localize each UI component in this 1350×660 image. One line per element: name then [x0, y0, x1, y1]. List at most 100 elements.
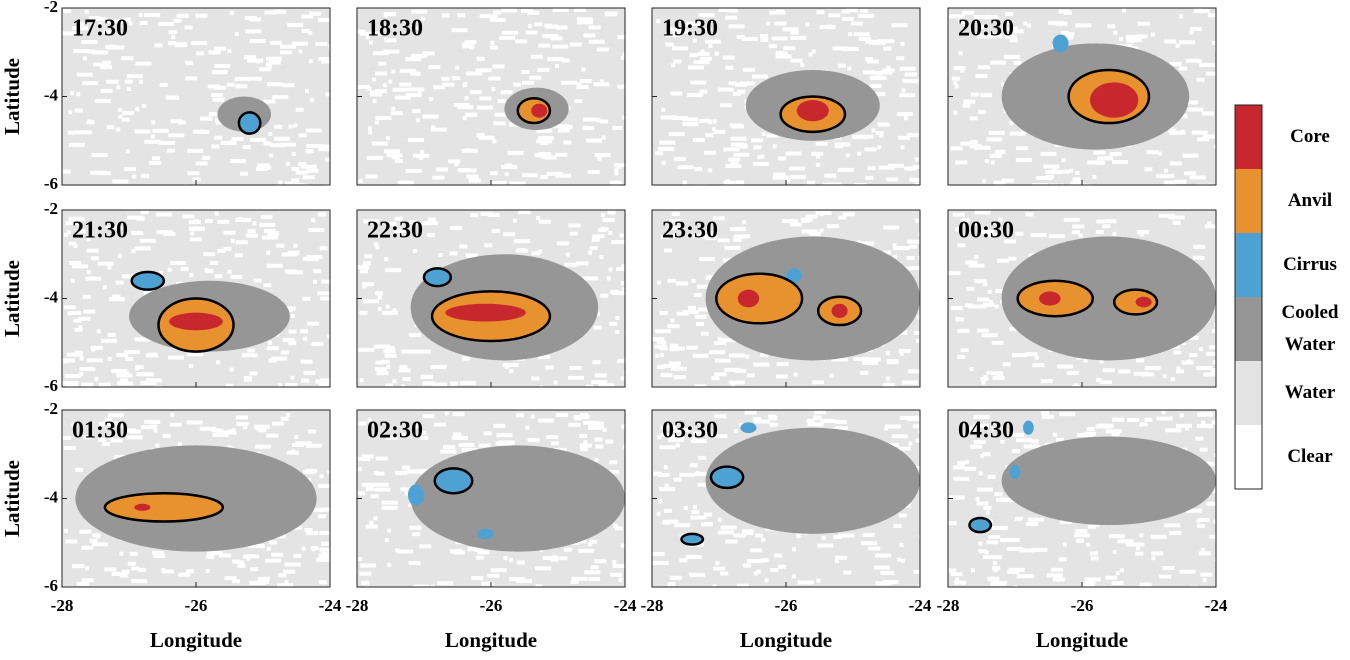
- clear-patch: [63, 358, 76, 363]
- clear-patch: [834, 559, 839, 564]
- clear-patch: [672, 46, 689, 51]
- clear-patch: [214, 135, 223, 140]
- clear-patch: [117, 107, 122, 112]
- clear-patch: [908, 441, 913, 446]
- clear-patch: [777, 564, 786, 569]
- clear-patch: [185, 76, 198, 81]
- clear-patch: [663, 465, 668, 470]
- clear-patch: [612, 563, 625, 568]
- clear-patch: [796, 534, 801, 539]
- clear-patch: [705, 133, 714, 138]
- clear-patch: [304, 89, 309, 94]
- clear-patch: [696, 321, 705, 326]
- clear-patch: [901, 88, 906, 93]
- clear-patch: [502, 30, 519, 35]
- clear-patch: [182, 214, 195, 219]
- clear-patch: [673, 59, 682, 64]
- clear-patch: [815, 211, 832, 216]
- clear-patch: [440, 449, 457, 454]
- clear-patch: [168, 133, 185, 138]
- clear-patch: [948, 521, 957, 526]
- clear-patch: [676, 311, 689, 316]
- clear-patch: [452, 76, 461, 81]
- clear-patch: [733, 533, 746, 538]
- clear-patch: [392, 87, 409, 92]
- clear-patch: [1171, 345, 1180, 350]
- clear-patch: [149, 352, 158, 357]
- clear-patch: [1025, 352, 1038, 357]
- clear-patch: [687, 65, 704, 70]
- clear-patch: [970, 92, 979, 97]
- clear-patch: [885, 424, 902, 429]
- clear-patch: [652, 552, 665, 557]
- clear-patch: [229, 367, 234, 372]
- clear-patch: [167, 41, 176, 46]
- clear-patch: [295, 107, 304, 112]
- clear-patch: [385, 383, 394, 387]
- clear-patch: [837, 167, 854, 172]
- clear-patch: [841, 9, 850, 14]
- clear-patch: [659, 346, 668, 351]
- clear-patch: [229, 10, 234, 15]
- clear-patch: [318, 382, 330, 387]
- clear-patch: [739, 81, 756, 86]
- clear-patch: [744, 410, 757, 415]
- clear-patch: [170, 412, 175, 417]
- clear-patch: [977, 65, 990, 70]
- clear-patch: [659, 353, 664, 358]
- clear-patch: [587, 170, 600, 175]
- clear-patch: [582, 276, 599, 281]
- clear-patch: [1083, 358, 1088, 363]
- clear-patch: [874, 565, 891, 570]
- clear-patch: [284, 269, 297, 274]
- clear-patch: [311, 341, 324, 346]
- clear-patch: [877, 145, 882, 150]
- clear-patch: [401, 384, 406, 387]
- clear-patch: [974, 210, 991, 215]
- clear-patch: [679, 472, 696, 477]
- clear-patch: [487, 212, 500, 217]
- clear-patch: [122, 274, 135, 279]
- cloud-region: [130, 270, 166, 291]
- clear-patch: [214, 85, 227, 90]
- clear-patch: [503, 232, 516, 237]
- clear-patch: [550, 557, 559, 562]
- clear-patch: [65, 383, 78, 387]
- clear-patch: [825, 182, 842, 185]
- clear-patch: [685, 555, 702, 560]
- clear-patch: [167, 355, 184, 360]
- clear-patch: [845, 153, 850, 158]
- clear-patch: [555, 173, 572, 178]
- clear-patch: [878, 39, 895, 44]
- clear-patch: [301, 378, 310, 383]
- clear-patch: [1120, 568, 1125, 573]
- y-tick-label: -2: [44, 199, 58, 218]
- clear-patch: [1069, 168, 1074, 173]
- clear-patch: [1136, 358, 1145, 363]
- clear-patch: [260, 215, 273, 220]
- panel-title: 22:30: [367, 218, 423, 244]
- panel-title: 00:30: [958, 218, 1014, 244]
- clear-patch: [908, 72, 917, 77]
- clear-patch: [986, 510, 991, 515]
- clear-patch: [154, 43, 163, 48]
- clear-patch: [405, 168, 422, 173]
- clear-patch: [668, 132, 685, 137]
- clear-patch: [948, 271, 961, 276]
- clear-patch: [375, 367, 388, 372]
- clear-patch: [1183, 171, 1196, 176]
- clear-patch: [883, 46, 892, 51]
- clear-patch: [1115, 571, 1120, 576]
- clear-patch: [790, 30, 799, 35]
- clear-patch: [189, 273, 194, 278]
- clear-patch: [375, 115, 392, 120]
- clear-patch: [805, 22, 810, 27]
- clear-patch: [317, 212, 326, 217]
- clear-patch: [778, 156, 787, 161]
- clear-patch: [977, 109, 986, 114]
- clear-patch: [79, 22, 84, 27]
- clear-patch: [976, 34, 993, 39]
- clear-patch: [725, 539, 738, 544]
- clear-patch: [1204, 224, 1216, 229]
- clear-patch: [806, 418, 815, 423]
